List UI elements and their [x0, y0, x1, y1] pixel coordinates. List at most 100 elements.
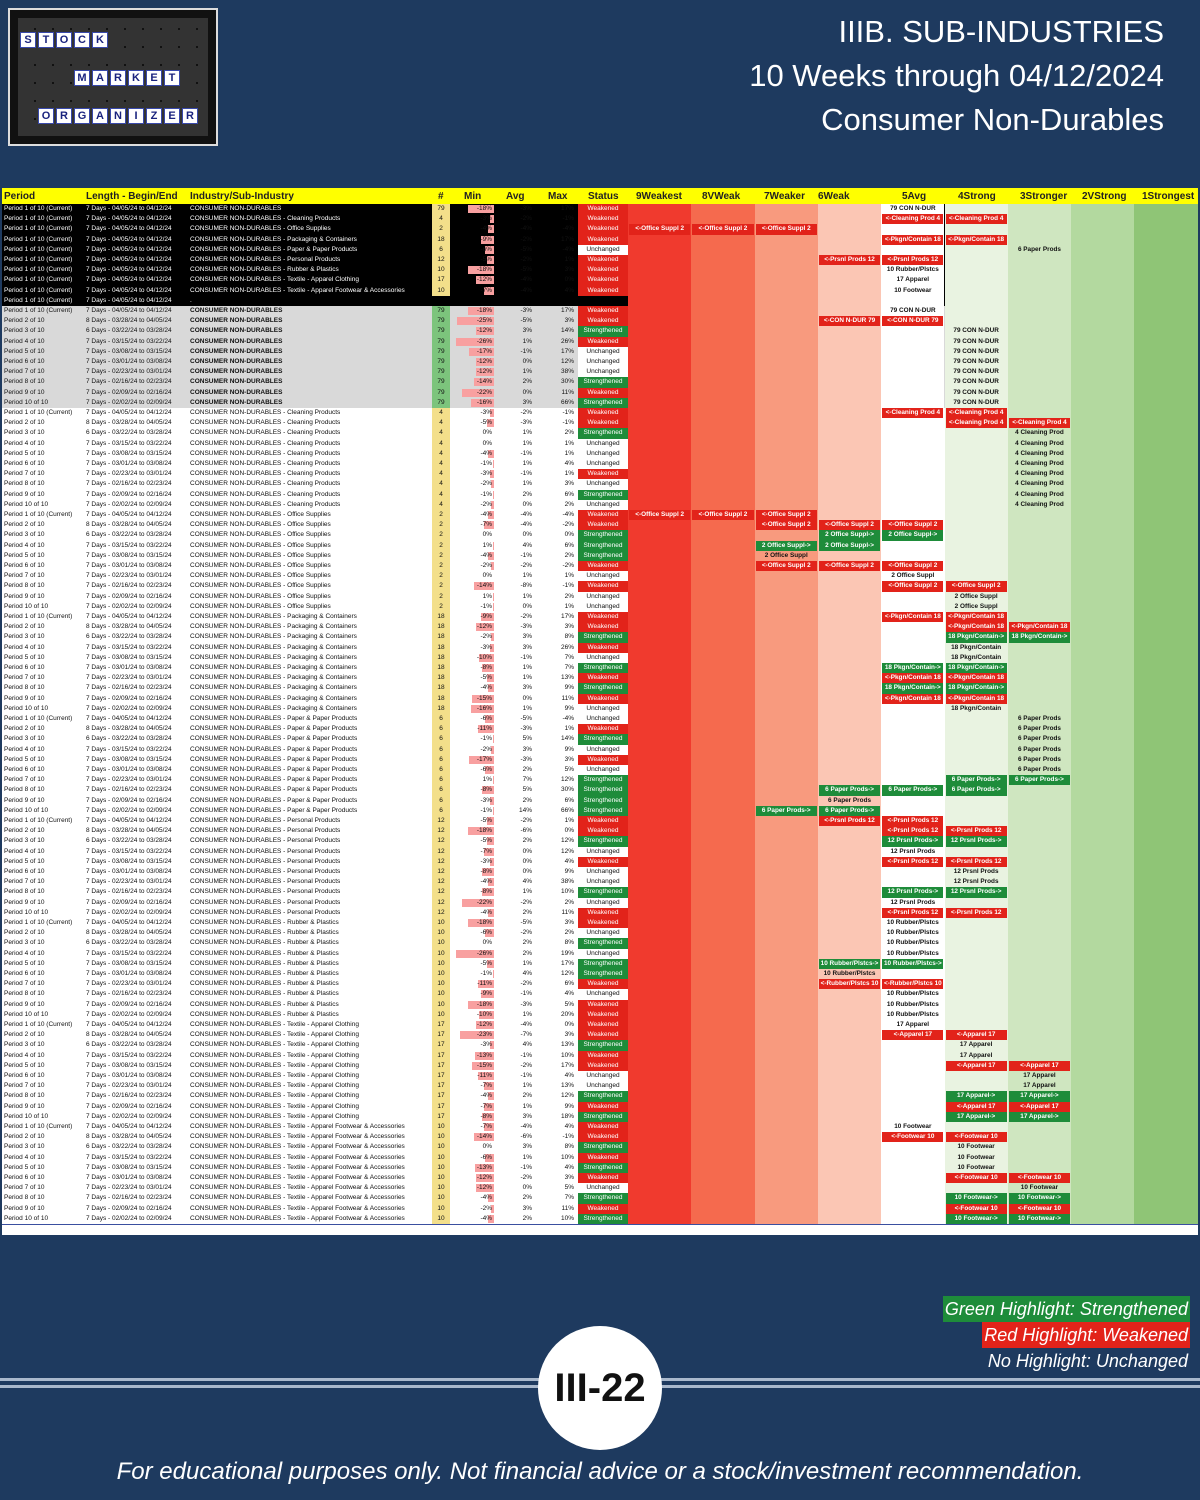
rank-band [628, 1142, 692, 1153]
length-cell: 7 Days - 02/09/24 to 02/16/24 [86, 796, 172, 804]
rank-band [881, 306, 945, 317]
rank-band [628, 948, 692, 959]
status-cell: Weakened [578, 1122, 628, 1133]
min-cell: -4% [480, 684, 492, 692]
industry-cell: CONSUMER NON-DURABLES - Office Supplies [190, 541, 331, 549]
min-bar [492, 806, 494, 815]
max-cell: -1% [562, 582, 574, 590]
rank-band [754, 775, 818, 786]
avg-cell: -4% [520, 225, 532, 233]
rank-band [1007, 459, 1072, 470]
avg-cell: 0% [522, 1184, 532, 1192]
rank-label: 12 Prsnl Prods-> [945, 836, 1007, 847]
rank-band [1134, 958, 1198, 969]
status-cell: Weakened [578, 642, 628, 653]
period-cell: Period 10 of 10 [4, 1010, 49, 1018]
logo-letter: R [56, 108, 72, 124]
rank-band [754, 214, 818, 225]
table-row: Period 1 of 10 (Current) 7 Days - 04/05/2… [2, 234, 1198, 245]
rank-band [817, 969, 882, 980]
rank-label: 6 Paper Prods [1017, 245, 1061, 253]
period-cell: Period 9 of 10 [4, 694, 45, 702]
rank-band [881, 397, 945, 408]
rank-band [1071, 499, 1135, 510]
min-bar [476, 1174, 494, 1182]
rank-band [817, 510, 882, 521]
avg-cell: -2% [520, 1174, 532, 1181]
min-cell: 0% [482, 531, 492, 539]
rank-band [1007, 540, 1072, 551]
rank-band [754, 887, 818, 898]
count-cell: 79 [432, 397, 450, 408]
rank-band [1134, 306, 1198, 317]
rank-band [944, 448, 1008, 459]
industry-cell: CONSUMER NON-DURABLES - Office Supplies [190, 225, 331, 233]
rank-band [817, 795, 882, 806]
rank-band [1007, 408, 1072, 419]
rank-band [691, 550, 755, 561]
rank-band [1007, 1030, 1072, 1041]
rank-band [691, 683, 755, 694]
table-row: Period 1 of 10 (Current) 7 Days - 04/05/2… [2, 612, 1198, 623]
industry-cell: CONSUMER NON-DURABLES - Cleaning Product… [190, 409, 341, 416]
rank-band [1071, 887, 1135, 898]
rank-band [628, 1213, 692, 1224]
min-bar [488, 1214, 494, 1223]
rank-band [1007, 958, 1072, 969]
rank-band [1007, 591, 1072, 602]
logo-letter: E [146, 70, 162, 86]
rank-label: <-Cleaning Prod 4 [882, 214, 944, 225]
rank-band [628, 540, 692, 551]
count-cell: 12 [432, 907, 450, 918]
avg-cell: -2% [520, 409, 532, 416]
rank-label: <-CON N-DUR 79 [882, 316, 944, 327]
table-row: Period 10 of 10 7 Days - 02/02/24 to 02/0… [2, 805, 1198, 816]
rank-band [754, 448, 818, 459]
max-cell: 6% [564, 490, 574, 498]
rank-band [628, 836, 692, 847]
rank-band [944, 295, 1008, 306]
rank-band [628, 1183, 692, 1194]
avg-cell: 1% [522, 1102, 532, 1110]
rank-band [754, 1142, 818, 1153]
rank-band [1007, 867, 1072, 878]
length-cell: 7 Days - 02/16/24 to 02/23/24 [86, 990, 172, 998]
max-cell: -1% [562, 409, 574, 416]
rank-band [1071, 1071, 1135, 1082]
rank-band [628, 1020, 692, 1031]
rank-band [1134, 520, 1198, 531]
rank-band [1071, 204, 1135, 215]
count-cell: 12 [432, 846, 450, 857]
count-cell: 79 [432, 367, 450, 378]
rank-band [881, 1020, 945, 1031]
avg-cell: -2% [520, 898, 532, 906]
rank-label: 12 Prsnl Prods-> [882, 887, 944, 898]
table-row: Period 6 of 10 7 Days - 03/01/24 to 03/08… [2, 1173, 1198, 1184]
max-cell: 30% [560, 786, 574, 794]
length-cell: 7 Days - 03/08/24 to 03/15/24 [86, 653, 172, 661]
rank-band [1134, 244, 1198, 255]
rank-band [628, 622, 692, 633]
rank-band [1071, 734, 1135, 745]
rank-band [628, 204, 692, 215]
rank-band [817, 1081, 882, 1092]
max-cell: 18% [560, 1112, 574, 1120]
rank-band [881, 969, 945, 980]
rank-band [754, 204, 818, 215]
min-bar [489, 470, 494, 479]
rank-band [754, 612, 818, 623]
rank-band [1071, 683, 1135, 694]
rank-band [628, 795, 692, 806]
max-cell: 7% [564, 664, 574, 671]
table-row: Period 10 of 10 7 Days - 02/02/24 to 02/0… [2, 397, 1198, 408]
min-bar [482, 888, 494, 897]
count-cell: 6 [432, 244, 450, 255]
rank-label: <-Pkgn/Contain 18 [882, 673, 944, 684]
rank-band [691, 1213, 755, 1224]
min-cell: -5% [480, 817, 492, 824]
rank-band [1007, 765, 1072, 776]
length-cell: 6 Days - 03/22/24 to 03/28/24 [86, 531, 172, 539]
rank-band [754, 377, 818, 388]
period-cell: Period 9 of 10 [4, 1204, 45, 1212]
